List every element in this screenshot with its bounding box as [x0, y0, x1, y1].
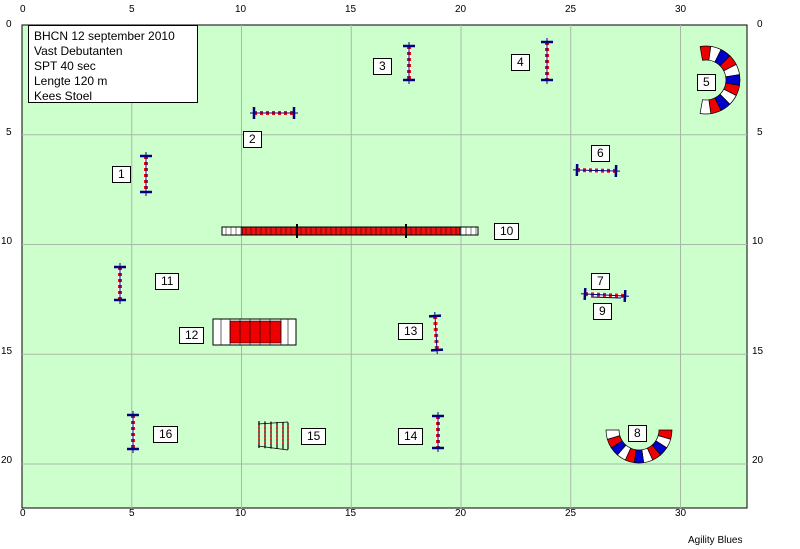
obstacle-jump-16 [127, 411, 139, 453]
y-tick-left: 5 [6, 127, 12, 138]
y-tick-right: 15 [752, 346, 764, 357]
x-tick-bottom: 15 [345, 508, 357, 519]
y-tick-right: 10 [752, 236, 764, 247]
x-tick-bottom: 10 [235, 508, 247, 519]
obstacle-jump-11 [114, 263, 126, 304]
obstacle-label-10: 10 [494, 223, 520, 240]
x-tick-bottom: 25 [565, 508, 577, 519]
obstacle-label-8: 8 [628, 425, 647, 442]
obstacle-label-6: 6 [591, 145, 610, 162]
obstacle-label-11: 11 [155, 273, 180, 290]
x-tick-top: 5 [129, 4, 135, 15]
y-tick-right: 5 [757, 127, 763, 138]
obstacle-label-9: 9 [593, 303, 612, 320]
obstacle-jump-14 [432, 412, 444, 452]
obstacle-tunnel-12 [212, 318, 297, 346]
obstacle-curved-tunnel-5 [699, 45, 741, 115]
weave-base [257, 445, 289, 451]
jump-rail-second [590, 296, 622, 299]
obstacle-label-5: 5 [697, 74, 716, 91]
course-info-box: BHCN 12 september 2010 Vast Debutanten S… [28, 25, 198, 103]
obstacle-dogwalk-10 [221, 224, 479, 238]
y-tick-left: 20 [1, 455, 13, 466]
jump-wing [430, 348, 444, 352]
field-area [21, 24, 748, 509]
x-tick-bottom: 20 [455, 508, 467, 519]
jump-rail [572, 169, 621, 172]
x-tick-bottom: 30 [675, 508, 687, 519]
jump-wing [623, 289, 627, 303]
x-tick-bottom: 0 [20, 508, 26, 519]
x-tick-top: 30 [675, 4, 687, 15]
info-line-spt: SPT 40 sec [34, 59, 96, 73]
jump-rail [580, 293, 630, 297]
obstacle-jump-2 [250, 107, 298, 119]
y-tick-right: 0 [757, 19, 763, 30]
x-tick-top: 15 [345, 4, 357, 15]
jump-wing [428, 314, 442, 318]
y-tick-right: 20 [752, 455, 764, 466]
obstacle-label-1: 1 [112, 166, 131, 183]
x-tick-top: 20 [455, 4, 467, 15]
x-tick-top: 10 [235, 4, 247, 15]
obstacle-jump-7-9 [580, 287, 630, 303]
obstacle-label-12: 12 [179, 327, 205, 344]
info-line-class: Vast Debutanten [34, 44, 123, 58]
info-line-event: BHCN 12 september 2010 [34, 29, 175, 43]
x-tick-bottom: 5 [129, 508, 135, 519]
tunnel-segment [605, 429, 621, 440]
y-tick-left: 10 [1, 236, 13, 247]
y-tick-left: 0 [6, 19, 12, 30]
obstacle-label-15: 15 [301, 428, 327, 445]
obstacle-jump-1 [140, 152, 152, 196]
tunnel-segment [699, 99, 712, 115]
obstacle-jump-4 [541, 38, 553, 84]
obstacle-label-3: 3 [373, 58, 392, 75]
obstacle-label-2: 2 [243, 131, 262, 148]
x-tick-top: 0 [20, 4, 26, 15]
info-line-length: Lengte 120 m [34, 74, 108, 88]
obstacle-jump-3 [403, 42, 415, 84]
tunnel-fabric [229, 320, 282, 344]
jump-wing [583, 287, 587, 301]
obstacle-label-16: 16 [153, 426, 179, 443]
obstacle-label-14: 14 [398, 428, 424, 445]
software-credit: Agility Blues [688, 535, 743, 546]
info-line-judge: Kees Stoel [34, 89, 93, 103]
x-tick-top: 25 [565, 4, 577, 15]
obstacle-jump-6 [572, 163, 621, 178]
obstacle-label-7: 7 [591, 273, 610, 290]
obstacle-jump-13 [428, 311, 444, 355]
y-tick-left: 15 [1, 346, 13, 357]
jump-rail [434, 311, 438, 355]
obstacle-weave-15 [257, 421, 289, 451]
obstacle-label-13: 13 [398, 323, 424, 340]
obstacle-label-4: 4 [511, 54, 530, 71]
obstacle-curved-tunnel-8 [605, 429, 673, 464]
